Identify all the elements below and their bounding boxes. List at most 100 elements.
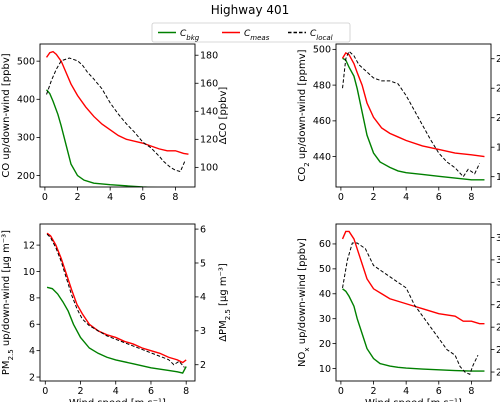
x-tick-label-co-8: 8 bbox=[172, 192, 178, 203]
legend-label-bkg: Cbkg bbox=[180, 29, 200, 42]
legend-item-local: Clocal bbox=[288, 29, 333, 42]
series-line-pm-c-local bbox=[46, 233, 185, 368]
y-right-tick-label-co-140: 140 bbox=[200, 107, 218, 118]
x-tick-label-nox-2: 2 bbox=[371, 386, 377, 397]
series-line-co-c-bkg bbox=[45, 89, 158, 187]
x-tick-label-co2-2: 2 bbox=[371, 192, 377, 203]
y-tick-label-pm-10: 10 bbox=[23, 267, 35, 278]
y-right-tick-label-co2-24: 24 bbox=[496, 54, 500, 65]
y-tick-label-nox-30: 30 bbox=[319, 314, 331, 325]
y-tick-label-co2-460: 460 bbox=[313, 116, 331, 127]
y-right-axis-label-pm: ΔPM2.5 [µg m⁻³] bbox=[218, 263, 232, 342]
series-line-pm-c-bkg bbox=[46, 286, 187, 374]
series-line-nox-c-meas bbox=[341, 230, 485, 325]
x-tick-label-co-6: 6 bbox=[140, 192, 146, 203]
legend-item-bkg: Cbkg bbox=[158, 29, 200, 42]
y-tick-label-co2-440: 440 bbox=[313, 152, 331, 163]
plot-frame-pm bbox=[39, 223, 196, 382]
y-tick-label-co2-500: 500 bbox=[313, 45, 331, 56]
y-right-tick-label-co2-20: 20 bbox=[496, 113, 500, 124]
y-tick-label-co2-480: 480 bbox=[313, 80, 331, 91]
y-right-tick-label-nox-24: 24 bbox=[496, 345, 500, 356]
y-right-tick-label-nox-28: 28 bbox=[496, 300, 500, 311]
x-tick-label-co-0: 0 bbox=[42, 192, 48, 203]
series-line-nox-c-bkg bbox=[342, 288, 485, 372]
y-right-tick-label-co-100: 100 bbox=[200, 163, 218, 174]
x-tick-label-nox-6: 6 bbox=[436, 386, 442, 397]
y-right-tick-label-pm-4: 4 bbox=[200, 292, 206, 303]
y-tick-label-co-300: 300 bbox=[17, 133, 35, 144]
x-tick-label-nox-8: 8 bbox=[468, 386, 474, 397]
x-tick-label-co2-0: 0 bbox=[338, 192, 344, 203]
panel-co: 0 2 4 6 8 200 300 400 500 100 120 140 160 180 CO up/do… bbox=[1, 43, 229, 203]
series-line-nox-c-local bbox=[342, 242, 479, 375]
y-tick-label-co-500: 500 bbox=[17, 56, 35, 67]
x-tick-label-co2-6: 6 bbox=[436, 192, 442, 203]
plot-frame-co bbox=[39, 43, 196, 188]
x-tick-label-pm-0: 0 bbox=[42, 386, 48, 397]
y-axis-label-pm: PM2.5 up/down-wind [µg m⁻³] bbox=[1, 230, 15, 375]
legend: Cbkg Cmeas Clocal bbox=[151, 22, 351, 43]
legend-item-meas: Cmeas bbox=[222, 29, 270, 42]
plot-frame-co2 bbox=[335, 43, 492, 188]
x-tick-label-pm-4: 4 bbox=[113, 386, 119, 397]
x-axis-label-pm: Wind speed [m s⁻¹] bbox=[69, 398, 166, 402]
series-line-co-c-meas bbox=[45, 50, 189, 155]
panel-nox: 0246810203040506022242628303234Wind spee… bbox=[297, 223, 500, 402]
x-tick-label-co2-8: 8 bbox=[468, 192, 474, 203]
y-tick-label-pm-12: 12 bbox=[23, 240, 35, 251]
y-right-tick-label-pm-2: 2 bbox=[200, 360, 206, 371]
y-tick-label-co-400: 400 bbox=[17, 95, 35, 106]
y-tick-label-co-200: 200 bbox=[17, 171, 35, 182]
y-right-tick-label-co2-22: 22 bbox=[496, 84, 500, 95]
x-tick-label-pm-8: 8 bbox=[183, 386, 189, 397]
y-tick-label-pm-8: 8 bbox=[29, 293, 35, 304]
y-right-tick-label-nox-32: 32 bbox=[496, 255, 500, 266]
y-right-tick-label-co2-18: 18 bbox=[496, 142, 500, 153]
figure-title: Highway 401 bbox=[211, 3, 290, 17]
series-line-co2-c-bkg bbox=[342, 57, 485, 181]
panel-pm: 024682468101223456Wind speed [m s⁻¹]PM2.… bbox=[1, 223, 232, 402]
y-tick-label-pm-4: 4 bbox=[29, 346, 35, 357]
panel-co2: 024684404604805001618202224CO2 up/down-w… bbox=[297, 43, 500, 203]
y-tick-label-nox-20: 20 bbox=[319, 339, 331, 350]
x-axis-label-nox: Wind speed [m s⁻¹] bbox=[365, 398, 462, 402]
series-line-co2-c-meas bbox=[341, 52, 485, 158]
y-tick-label-pm-2: 2 bbox=[29, 372, 35, 383]
y-tick-label-nox-10: 10 bbox=[319, 364, 331, 375]
y-tick-label-nox-50: 50 bbox=[319, 264, 331, 275]
series-line-pm-c-meas bbox=[46, 232, 187, 364]
y-tick-label-nox-60: 60 bbox=[319, 239, 331, 250]
y-right-tick-label-co-120: 120 bbox=[200, 135, 218, 146]
y-right-tick-label-pm-5: 5 bbox=[200, 258, 206, 269]
y-right-tick-label-nox-22: 22 bbox=[496, 367, 500, 378]
y-axis-label-co: CO up/down-wind [ppbv] bbox=[1, 53, 12, 177]
y-right-tick-label-co-160: 160 bbox=[200, 79, 218, 90]
legend-frame bbox=[151, 22, 351, 43]
x-tick-label-nox-0: 0 bbox=[338, 386, 344, 397]
y-right-tick-label-nox-34: 34 bbox=[496, 233, 500, 244]
x-tick-label-co-2: 2 bbox=[75, 192, 81, 203]
x-tick-label-co-4: 4 bbox=[107, 192, 113, 203]
y-right-tick-label-co-180: 180 bbox=[200, 51, 218, 62]
x-tick-label-pm-2: 2 bbox=[77, 386, 83, 397]
legend-label-meas: Cmeas bbox=[244, 29, 270, 42]
x-tick-label-co2-4: 4 bbox=[403, 192, 409, 203]
series-line-co-c-local bbox=[46, 57, 186, 173]
legend-label-local: Clocal bbox=[310, 29, 333, 42]
plot-frame-nox bbox=[335, 223, 492, 382]
y-right-tick-label-pm-3: 3 bbox=[200, 326, 206, 337]
y-right-tick-label-nox-26: 26 bbox=[496, 322, 500, 333]
y-axis-label-co2: CO2 up/down-wind [ppmv] bbox=[297, 49, 311, 181]
y-tick-label-pm-6: 6 bbox=[29, 320, 35, 331]
y-axis-label-nox: NOx up/down-wind [ppbv] bbox=[297, 238, 311, 367]
series-line-co2-c-local bbox=[342, 50, 481, 178]
y-right-axis-label-co: ΔCO [ppbv] bbox=[218, 87, 229, 145]
x-tick-label-nox-4: 4 bbox=[403, 386, 409, 397]
y-right-tick-label-co2-16: 16 bbox=[496, 172, 500, 183]
y-right-tick-label-pm-6: 6 bbox=[200, 224, 206, 235]
x-tick-label-pm-6: 6 bbox=[148, 386, 154, 397]
y-tick-label-nox-40: 40 bbox=[319, 289, 331, 300]
y-right-tick-label-nox-30: 30 bbox=[496, 278, 500, 289]
